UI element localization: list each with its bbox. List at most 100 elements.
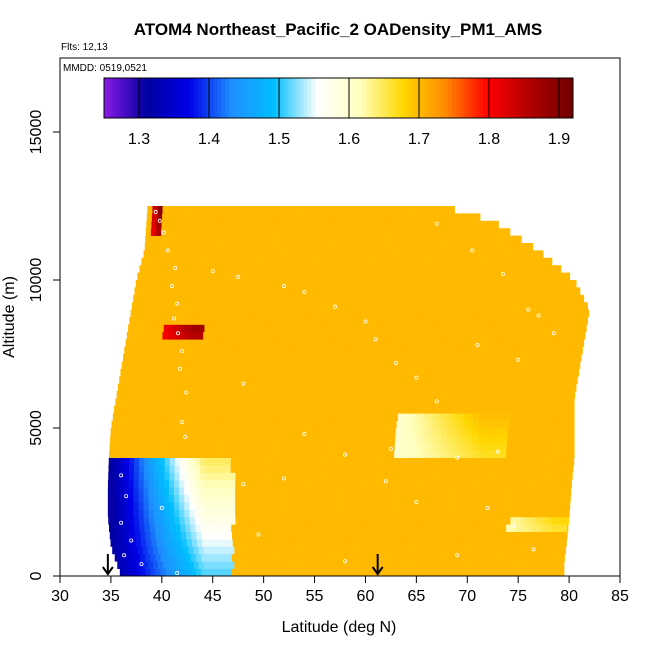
heatmap-cell bbox=[327, 472, 333, 481]
heatmap-cell bbox=[208, 546, 215, 555]
heatmap-cell bbox=[380, 309, 386, 318]
heatmap-cell bbox=[470, 317, 476, 325]
heatmap-cell bbox=[458, 561, 464, 569]
heatmap-cell bbox=[278, 368, 284, 377]
heatmap-cell bbox=[413, 502, 419, 510]
heatmap-cell bbox=[476, 531, 482, 540]
heatmap-cell bbox=[187, 391, 194, 399]
sample-point bbox=[256, 532, 261, 537]
heatmap-cell bbox=[520, 324, 526, 333]
heatmap-cell bbox=[160, 235, 167, 244]
heatmap-cell bbox=[362, 487, 368, 495]
heatmap-cell bbox=[153, 479, 160, 488]
heatmap-cell bbox=[398, 457, 405, 466]
heatmap-cell bbox=[284, 213, 290, 222]
heatmap-cell bbox=[353, 405, 359, 414]
heatmap-cell bbox=[264, 361, 270, 370]
heatmap-cell bbox=[543, 257, 550, 266]
heatmap-cell bbox=[579, 302, 586, 310]
heatmap-cell bbox=[429, 243, 436, 251]
heatmap-cell bbox=[400, 228, 406, 236]
heatmap-cell bbox=[194, 494, 200, 503]
heatmap-cell bbox=[146, 213, 153, 222]
heatmap-cell bbox=[385, 228, 391, 236]
heatmap-cell bbox=[301, 383, 307, 392]
heatmap-cell bbox=[247, 368, 254, 377]
heatmap-cell bbox=[194, 479, 201, 488]
heatmap-cell bbox=[529, 391, 535, 399]
heatmap-cell bbox=[383, 516, 389, 525]
heatmap-cell bbox=[358, 243, 365, 251]
heatmap-cell bbox=[195, 450, 202, 458]
heatmap-cell bbox=[133, 465, 140, 473]
heatmap-cell bbox=[235, 516, 241, 525]
heatmap-cell bbox=[446, 428, 453, 436]
heatmap-cell bbox=[433, 479, 440, 488]
heatmap-cell bbox=[326, 487, 333, 495]
heatmap-cell bbox=[503, 420, 510, 429]
heatmap-cell bbox=[541, 265, 548, 273]
heatmap-cell bbox=[363, 287, 370, 296]
heatmap-cell bbox=[213, 361, 219, 370]
heatmap-cell bbox=[542, 442, 548, 451]
heatmap-cell bbox=[316, 324, 322, 333]
heatmap-cell bbox=[376, 206, 382, 214]
heatmap-cell bbox=[185, 457, 191, 466]
heatmap-cell bbox=[163, 354, 170, 362]
heatmap-cell bbox=[387, 354, 394, 362]
heatmap-cell bbox=[193, 331, 199, 340]
heatmap-cell bbox=[118, 502, 124, 510]
heatmap-cell bbox=[139, 346, 146, 355]
heatmap-cell bbox=[331, 383, 338, 392]
heatmap-cell bbox=[223, 206, 230, 214]
heatmap-cell bbox=[123, 509, 129, 518]
heatmap-cell bbox=[291, 354, 297, 362]
heatmap-cell bbox=[549, 420, 555, 429]
heatmap-cell bbox=[157, 272, 164, 281]
heatmap-cell bbox=[546, 376, 553, 384]
heatmap-cell bbox=[107, 494, 114, 503]
heatmap-cell bbox=[264, 331, 270, 340]
heatmap-cell bbox=[319, 398, 325, 407]
heatmap-cell bbox=[425, 568, 431, 577]
heatmap-cell bbox=[415, 235, 421, 244]
heatmap-cell bbox=[417, 561, 424, 569]
colorbar-swatch bbox=[385, 78, 390, 118]
heatmap-cell bbox=[552, 553, 559, 562]
heatmap-cell bbox=[571, 479, 572, 488]
heatmap-cell bbox=[571, 354, 577, 362]
heatmap-cell bbox=[447, 420, 454, 429]
heatmap-cell bbox=[192, 257, 198, 266]
heatmap-cell bbox=[539, 420, 545, 429]
heatmap-cell bbox=[416, 428, 422, 436]
colorbar-swatch bbox=[467, 78, 472, 118]
heatmap-cell bbox=[158, 413, 165, 421]
heatmap-cell bbox=[134, 405, 140, 414]
heatmap-cell bbox=[498, 272, 505, 281]
heatmap-cell bbox=[416, 257, 422, 266]
heatmap-cell bbox=[541, 457, 547, 466]
heatmap-cell bbox=[113, 472, 119, 481]
heatmap-cell bbox=[414, 243, 421, 251]
heatmap-cell bbox=[483, 272, 490, 281]
heatmap-cell bbox=[109, 531, 116, 540]
heatmap-cell bbox=[191, 339, 198, 347]
heatmap-cell bbox=[372, 479, 379, 488]
heatmap-cell bbox=[405, 428, 412, 436]
heatmap-cell bbox=[405, 280, 412, 288]
heatmap-cell bbox=[545, 294, 552, 303]
heatmap-cell bbox=[510, 479, 516, 488]
heatmap-cell bbox=[179, 413, 185, 421]
heatmap-cell bbox=[189, 494, 195, 503]
heatmap-cell bbox=[303, 228, 310, 236]
heatmap-cell bbox=[322, 465, 328, 473]
heatmap-cell bbox=[372, 487, 379, 495]
heatmap-cell bbox=[479, 250, 485, 259]
heatmap-cell bbox=[531, 450, 538, 458]
heatmap-cell bbox=[406, 206, 413, 214]
heatmap-cell bbox=[291, 479, 297, 488]
heatmap-cell bbox=[170, 376, 176, 384]
chart-title: ATOM4 Northeast_Pacific_2 OADensity_PM1_… bbox=[134, 20, 542, 39]
heatmap-cell bbox=[513, 257, 519, 266]
heatmap-cell bbox=[172, 257, 178, 266]
